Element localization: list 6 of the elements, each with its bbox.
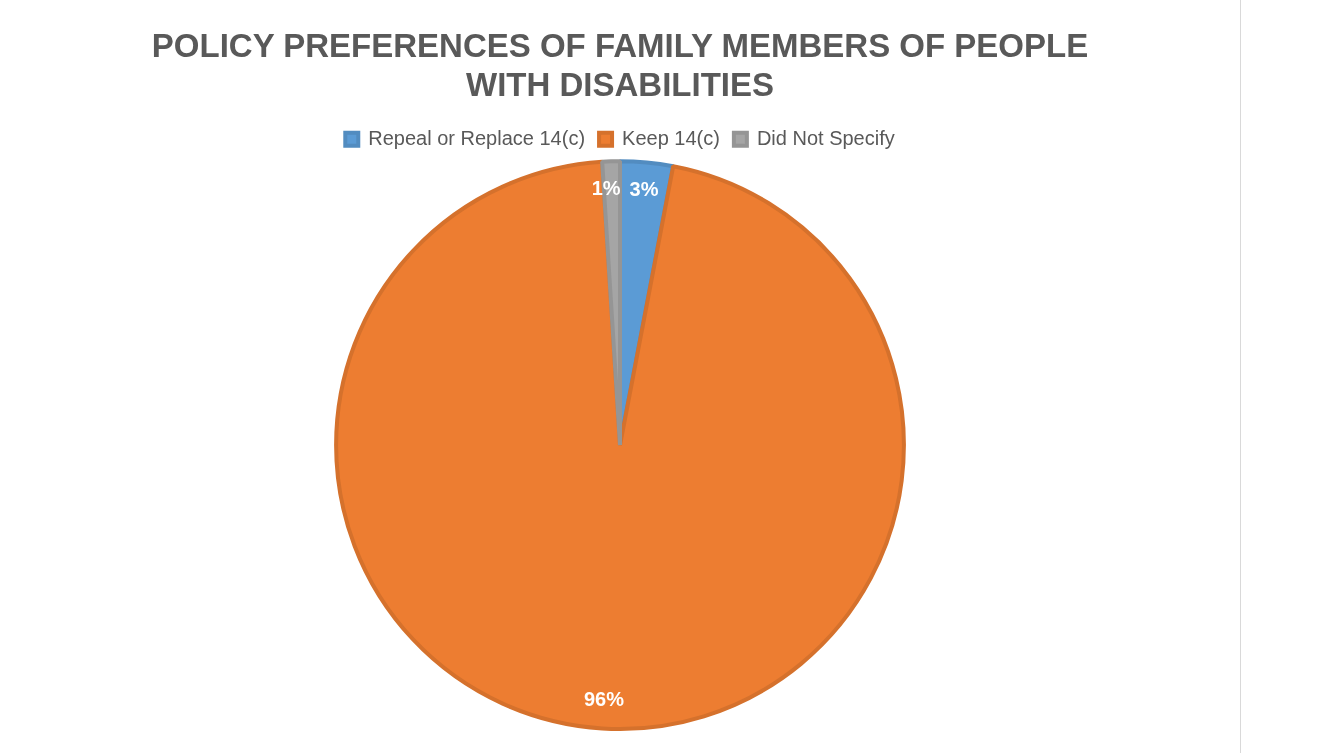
legend-label: Repeal or Replace 14(c)	[368, 126, 586, 149]
chart-title: POLICY PREFERENCES OF FAMILY MEMBERS OF PEOPLE WITH DISABILITIES	[151, 26, 1089, 104]
data-label: 96%	[583, 687, 625, 710]
data-label: 3%	[629, 178, 659, 201]
legend-label: Did Not Specify	[756, 126, 895, 149]
legend-label: Keep 14(c)	[622, 126, 720, 149]
